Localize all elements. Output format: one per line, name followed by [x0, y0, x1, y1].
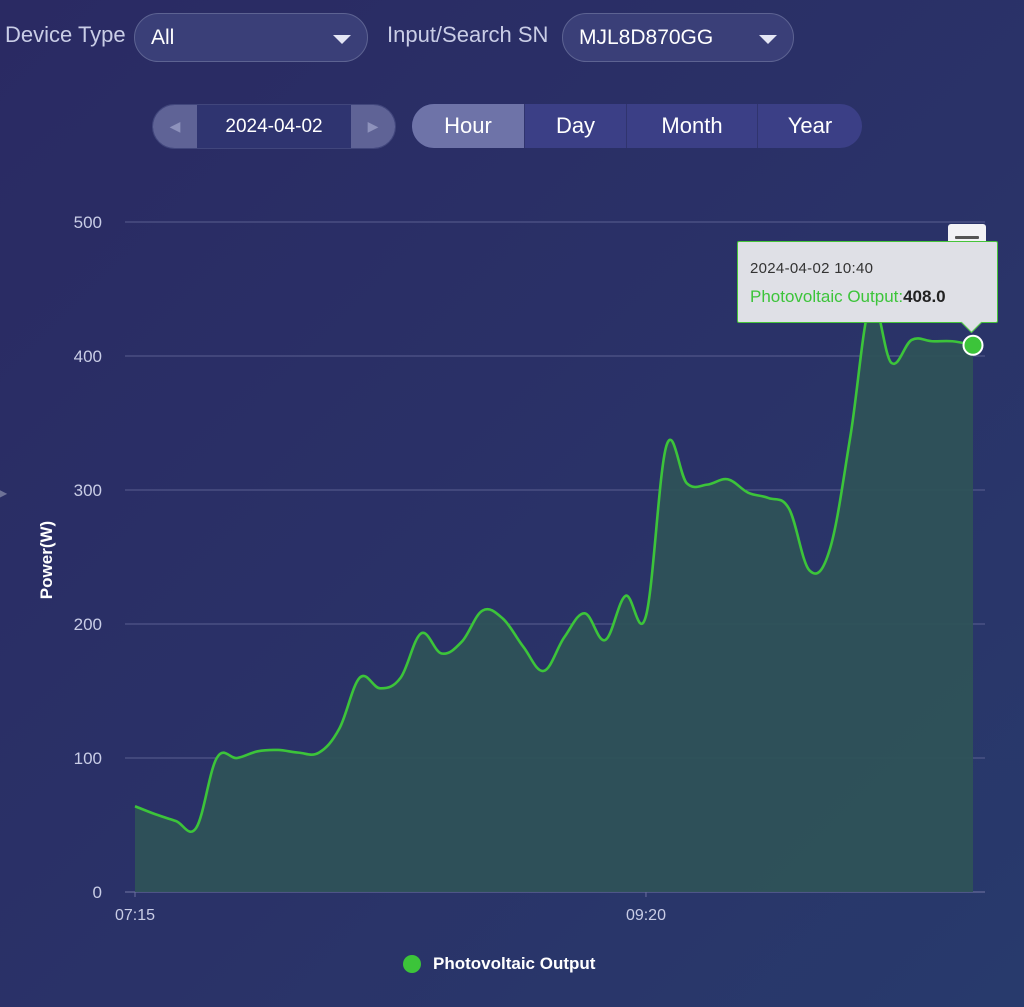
- chevron-down-icon: [759, 35, 777, 44]
- device-type-label: Device Type: [5, 22, 126, 47]
- legend-marker: [403, 955, 421, 973]
- legend-label: Photovoltaic Output: [433, 954, 596, 973]
- tab-hour[interactable]: Hour: [412, 104, 525, 148]
- sn-label: Input/Search SN: [387, 22, 549, 47]
- y-tick-label: 100: [74, 749, 102, 768]
- y-axis-label: Power(W): [37, 520, 56, 600]
- y-tick-label: 500: [74, 213, 102, 232]
- sn-value: MJL8D870GG: [579, 25, 714, 49]
- chevron-down-icon: [333, 35, 351, 44]
- y-tick-label: 400: [74, 347, 102, 366]
- y-tick-label: 200: [74, 615, 102, 634]
- series-area: [135, 300, 973, 892]
- date-picker[interactable]: 2024-04-02: [225, 115, 323, 137]
- date-navigator: ◀ 2024-04-02 ▶: [152, 104, 396, 149]
- device-type-value: All: [151, 25, 175, 49]
- collapse-handle-icon[interactable]: ▶: [0, 486, 8, 500]
- tab-day[interactable]: Day: [525, 104, 627, 148]
- y-tick-label: 0: [93, 883, 102, 902]
- tooltip-date: 2024-04-02 10:40: [750, 260, 874, 277]
- highlighted-point: [962, 334, 984, 356]
- chart-legend[interactable]: Photovoltaic Output: [403, 954, 595, 974]
- next-date-button[interactable]: ▶: [351, 105, 395, 148]
- step-backward-icon: ◀: [169, 118, 181, 134]
- chart-tooltip: 2024-04-02 10:40 Photovoltaic Output:408…: [737, 241, 998, 323]
- tooltip-value: 408.0: [903, 287, 946, 306]
- x-tick-label: 07:15: [115, 907, 155, 924]
- sn-search-select[interactable]: MJL8D870GG: [562, 13, 794, 62]
- tab-year[interactable]: Year: [787, 113, 833, 138]
- period-tabs: Hour Day Month Year: [412, 104, 862, 148]
- tooltip-series-name: Photovoltaic Output:: [750, 287, 904, 306]
- series-line: [134, 299, 974, 834]
- y-tick-label: 300: [74, 481, 102, 500]
- step-forward-icon: ▶: [367, 118, 379, 134]
- prev-date-button[interactable]: ◀: [153, 105, 197, 148]
- tab-month[interactable]: Month: [627, 104, 758, 148]
- x-tick-label: 09:20: [626, 907, 666, 924]
- device-type-select[interactable]: All: [134, 13, 368, 62]
